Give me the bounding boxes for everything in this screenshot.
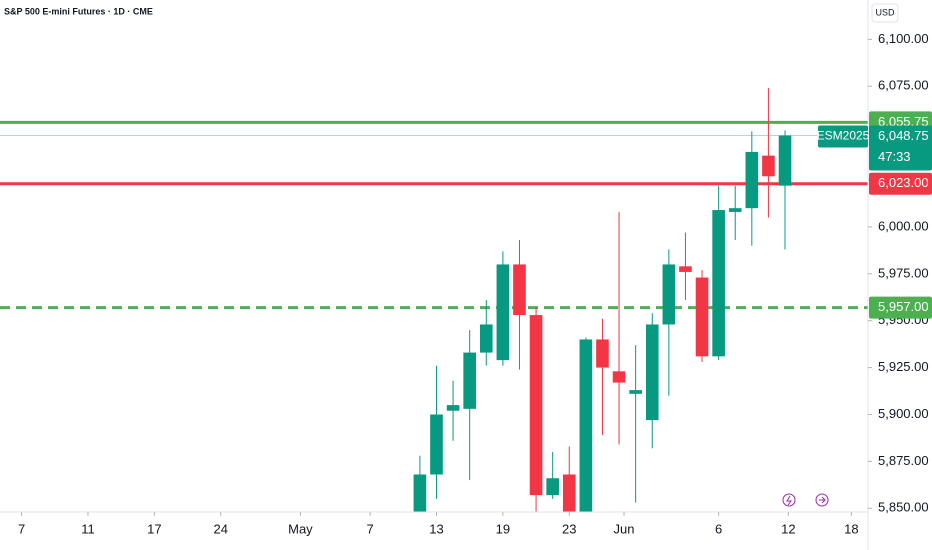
- candle-body: [446, 405, 460, 411]
- x-tick-label: 18: [844, 521, 858, 536]
- candle-body: [745, 151, 759, 209]
- x-tick-label: 23: [562, 521, 576, 536]
- level-label: 6,023.00: [878, 175, 929, 190]
- x-tick-label: 17: [147, 521, 161, 536]
- y-tick-label: 6,100.00: [878, 31, 929, 46]
- candle-body: [413, 474, 427, 512]
- symbol-box: [818, 125, 868, 148]
- candle-body: [728, 208, 742, 212]
- candle-body: [546, 478, 559, 496]
- candle-body: [695, 277, 709, 357]
- last-price-label: 6,048.75: [878, 128, 929, 143]
- candle-body: [662, 264, 676, 325]
- candle-body: [629, 390, 642, 394]
- candle-body: [712, 210, 725, 357]
- y-tick-label: 6,075.00: [878, 78, 929, 93]
- last-price-box: [869, 125, 932, 171]
- y-tick-label: 5,925.00: [878, 359, 929, 374]
- chart-title: S&P 500 E-mini Futures · 1D · CME: [4, 6, 153, 16]
- y-tick-label: 5,850.00: [878, 500, 929, 515]
- level-label-box: [869, 296, 932, 319]
- symbol-label: ESM2025: [817, 129, 870, 143]
- x-tick-label: 7: [366, 521, 373, 536]
- level-label: 6,055.75: [878, 114, 929, 129]
- candle-body: [513, 264, 526, 316]
- candle-body: [479, 324, 493, 353]
- level-label: 5,957.00: [878, 299, 929, 314]
- candle-body: [579, 339, 593, 512]
- y-tick-label: 5,875.00: [878, 453, 929, 468]
- candle-body: [496, 264, 510, 361]
- x-tick-label: 19: [496, 521, 510, 536]
- plot-area: [0, 88, 868, 512]
- candle-body: [645, 324, 659, 421]
- x-tick-label: 6: [715, 521, 722, 536]
- candle-body: [612, 371, 626, 383]
- y-tick-label: 6,000.00: [878, 218, 929, 233]
- x-tick-label: 11: [81, 521, 95, 536]
- currency-box[interactable]: [871, 3, 899, 23]
- level-label-box: [869, 172, 932, 195]
- x-tick-label: 12: [781, 521, 795, 536]
- candle-body: [463, 352, 476, 409]
- x-tick-label: 24: [213, 521, 227, 536]
- event-icons[interactable]: [782, 493, 829, 507]
- candle-body: [778, 135, 792, 186]
- candle-body: [762, 155, 775, 177]
- y-tick-label: 5,975.00: [878, 265, 929, 280]
- candle-body: [679, 266, 692, 272]
- candle-body: [430, 414, 443, 475]
- x-tick-label: 7: [18, 521, 25, 536]
- candle-body: [529, 315, 543, 496]
- y-tick-label: 5,900.00: [878, 406, 929, 421]
- candle-body: [596, 339, 609, 368]
- currency: USD: [875, 7, 895, 17]
- x-tick-label: May: [288, 521, 313, 536]
- candle-body: [562, 474, 576, 512]
- x-tick-label: 13: [429, 521, 443, 536]
- x-tick-label: Jun: [614, 521, 635, 536]
- countdown: 47:33: [878, 149, 911, 164]
